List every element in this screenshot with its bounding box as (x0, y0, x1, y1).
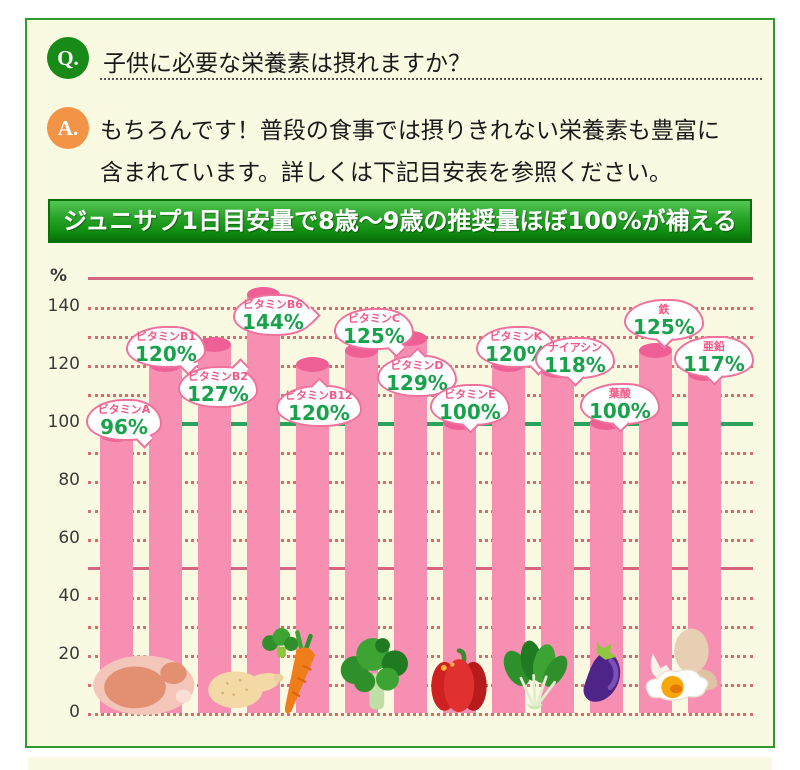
question-badge: Q. (47, 37, 89, 79)
banner-text: ジュニサプ1日目安量で8歳〜9歳の推奨量ほぼ100%が補える (63, 207, 737, 235)
answer-line-2: 含まれています。詳しくは下記目安表を参照ください。 (100, 160, 673, 185)
banner: ジュニサプ1日目安量で8歳〜9歳の推奨量ほぼ100%が補える (48, 199, 752, 243)
answer-badge: A. (47, 107, 89, 149)
question-text: 子供に必要な栄養素は摂れますか？ (103, 51, 471, 76)
answer-line-1: もちろんです！普段の食事では摂りきれない栄養素も豊富に (100, 118, 720, 143)
question-divider (100, 60, 762, 80)
next-section-peek (28, 757, 772, 770)
answer-text: もちろんです！普段の食事では摂りきれない栄養素も豊富に 含まれています。詳しくは下… (100, 110, 760, 194)
